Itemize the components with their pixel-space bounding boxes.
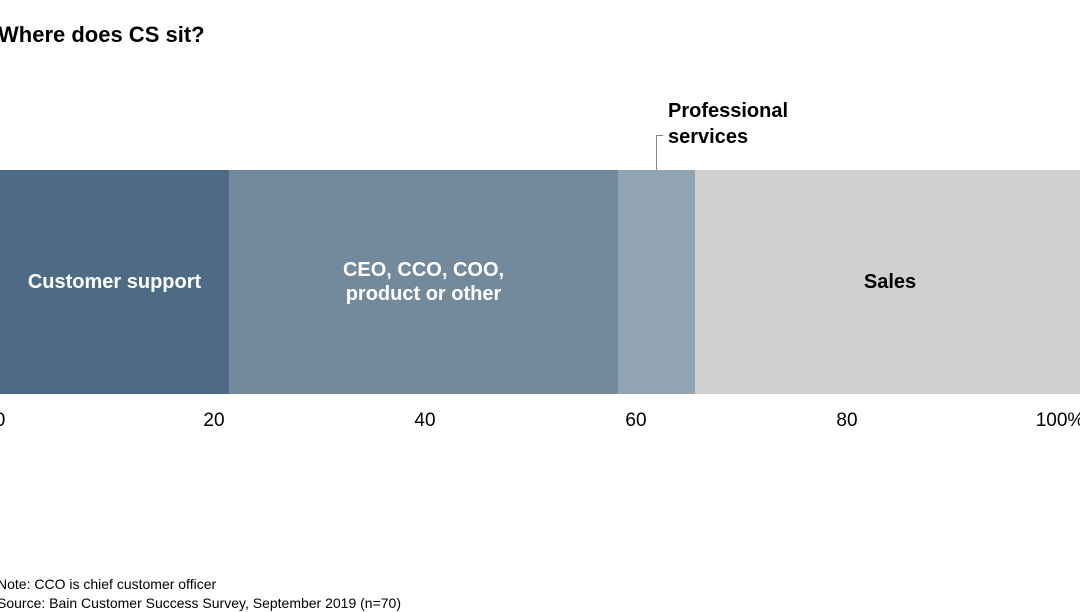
segment-customer-support: Customer support (0, 170, 229, 394)
x-tick-40: 40 (414, 410, 436, 431)
x-tick-100: 100% (1035, 410, 1080, 431)
x-tick-20: 20 (203, 410, 225, 431)
callout-leader-line (656, 135, 657, 170)
x-tick-80: 80 (836, 410, 858, 431)
segment-professional-services (618, 170, 695, 394)
x-tick-0: 0 (0, 410, 5, 432)
segment-sales: Sales (695, 170, 1080, 394)
professional-services-callout: Professional services (668, 100, 789, 148)
footnote: Note: CCO is chief customer officer (0, 576, 217, 592)
callout-leader-tick (656, 135, 663, 136)
x-tick-60: 60 (625, 410, 647, 431)
source-note: Source: Bain Customer Success Survey, Se… (0, 595, 401, 611)
segment-label: Customer support (27, 271, 202, 293)
segment-label: Sales (863, 271, 917, 293)
segment-ceo-cco-coo: CEO, CCO, COO, product or other (229, 170, 618, 394)
segment-label: CEO, CCO, COO, product or other (342, 259, 505, 305)
chart-title: Where does CS sit? (0, 22, 205, 47)
